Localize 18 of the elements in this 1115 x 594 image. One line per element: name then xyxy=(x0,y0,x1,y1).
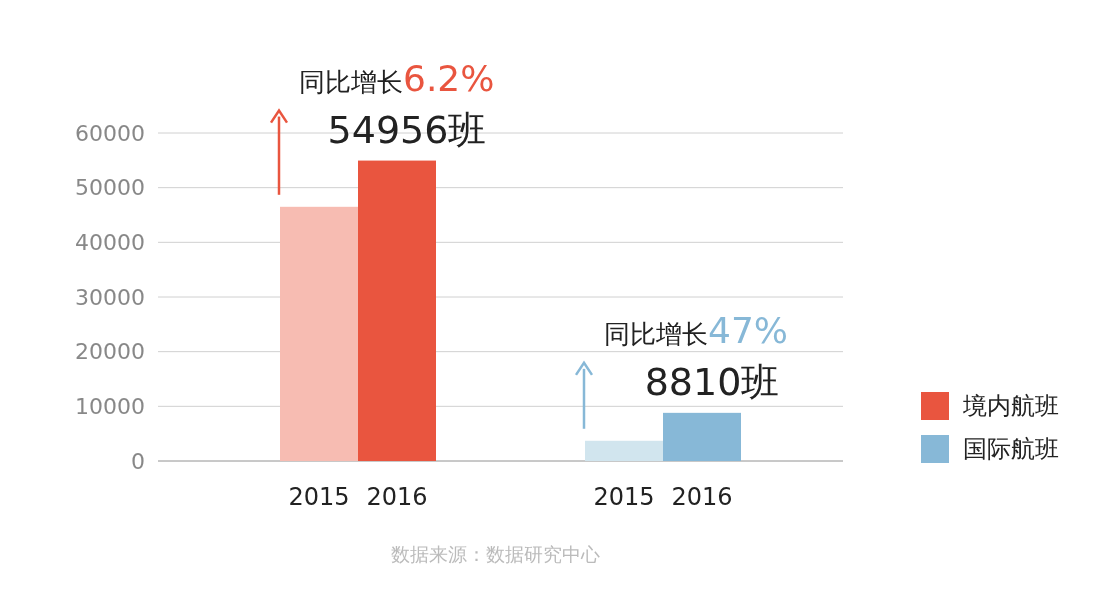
y-tick-label: 10000 xyxy=(75,394,145,420)
x-tick-label: 2015 xyxy=(288,483,350,511)
y-tick-label: 50000 xyxy=(75,175,145,201)
x-tick-label: 2016 xyxy=(366,483,428,511)
y-tick-label: 40000 xyxy=(75,230,145,256)
text: 同比增长6.2% xyxy=(299,57,495,99)
y-tick-label: 20000 xyxy=(75,339,145,365)
data-label: 54956班 xyxy=(327,107,487,152)
y-tick-label: 0 xyxy=(131,448,145,474)
y-tick-label: 30000 xyxy=(75,284,145,310)
annotation: 同比增长47% xyxy=(604,309,789,351)
legend-label: 国际航班 xyxy=(963,435,1059,464)
y-tick-label: 60000 xyxy=(75,120,145,146)
x-tick-label: 2016 xyxy=(671,483,733,511)
source-note: 数据来源：数据研究中心 xyxy=(390,543,600,565)
x-tick-label: 2015 xyxy=(593,483,655,511)
legend-label: 境内航班 xyxy=(962,392,1059,421)
data-label: 8810班 xyxy=(644,359,780,404)
